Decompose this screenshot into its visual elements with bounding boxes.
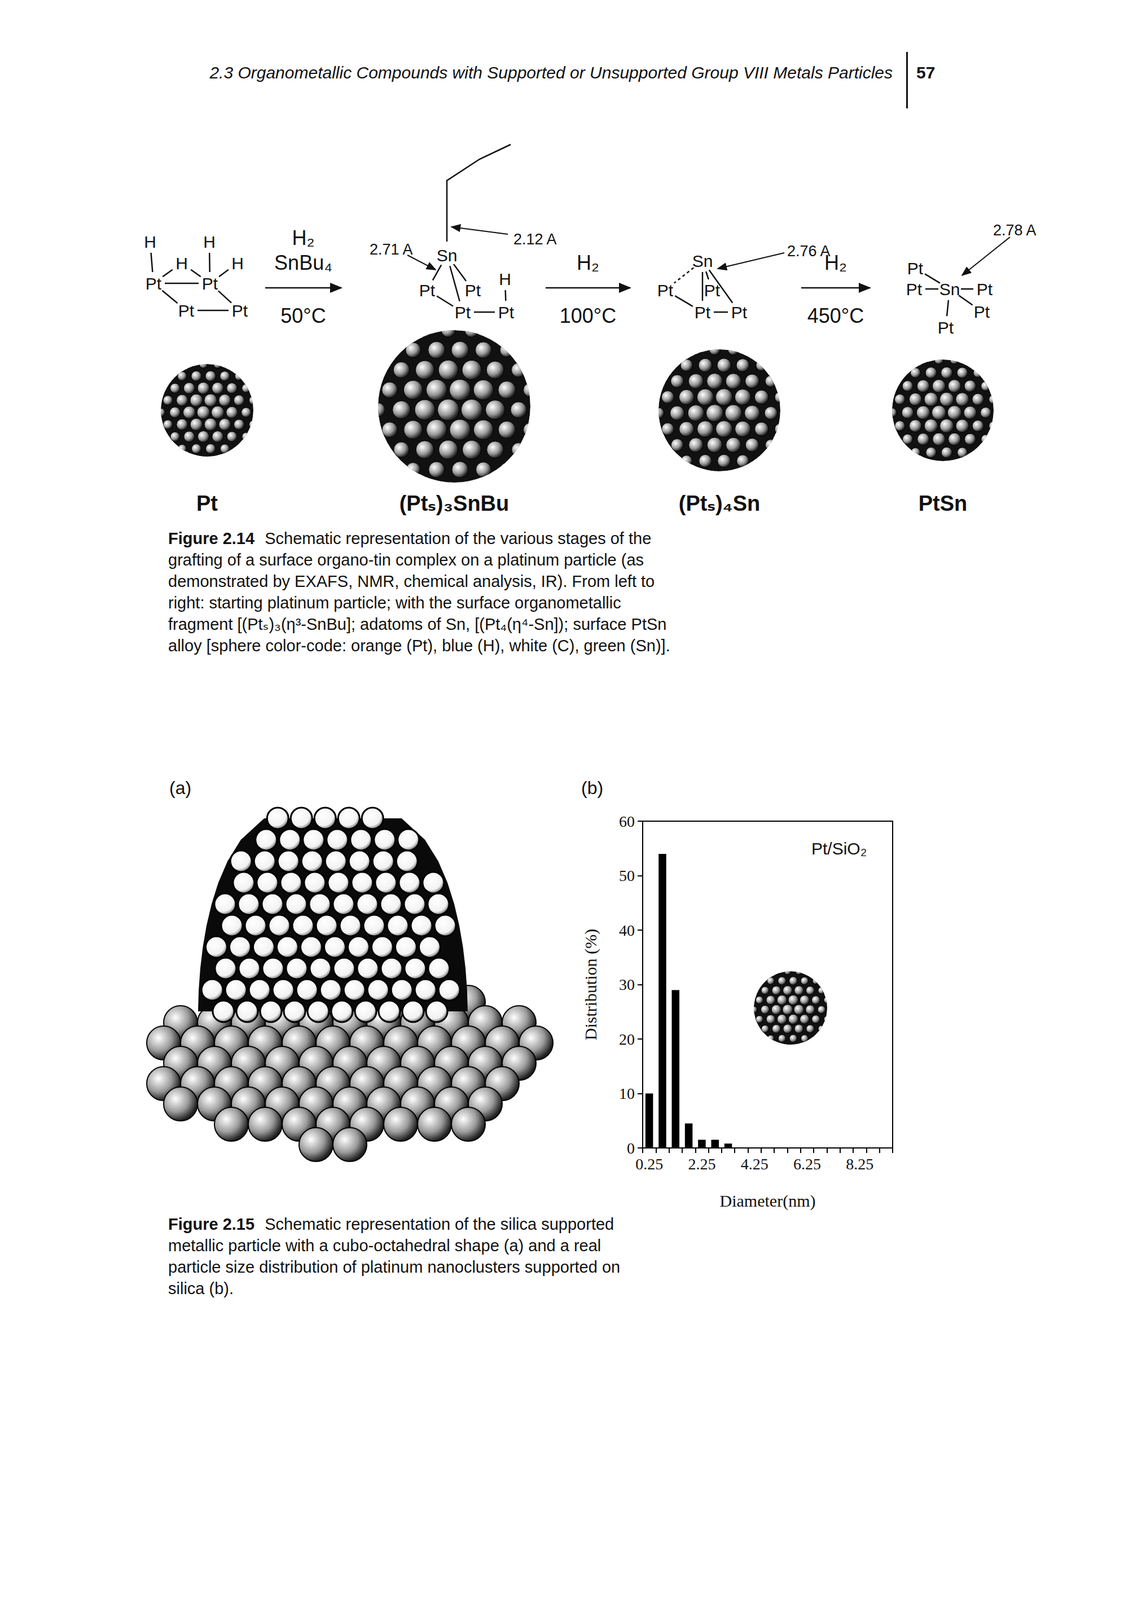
svg-text:Pt: Pt [231, 301, 249, 320]
svg-text:Pt: Pt [906, 279, 923, 299]
svg-text:40: 40 [618, 921, 635, 939]
svg-text:Pt: Pt [178, 301, 195, 320]
html-text:(a): (a) [169, 777, 192, 798]
svg-text:2.71 A: 2.71 A [369, 240, 414, 258]
html-text:57: 57 [916, 63, 936, 82]
svg-text:Sn: Sn [692, 251, 714, 271]
svg-text:10: 10 [618, 1084, 635, 1102]
svg-text:(Ptₛ)₃SnBu: (Ptₛ)₃SnBu [399, 491, 510, 516]
html-text:(b): (b) [581, 777, 604, 798]
svg-text:Pt: Pt [454, 302, 472, 322]
svg-text:2.12 A: 2.12 A [513, 230, 557, 248]
svg-text:50: 50 [618, 866, 635, 885]
svg-text:Sn: Sn [436, 246, 458, 265]
svg-text:100°C: 100°C [559, 304, 617, 328]
html-text:Figure 2.15 Schematic represen: Figure 2.15 Schematic representation of … [168, 1214, 621, 1298]
svg-text:H: H [175, 253, 188, 273]
svg-text:Pt/SiO₂: Pt/SiO₂ [811, 839, 867, 858]
svg-text:SnBu₄: SnBu₄ [274, 251, 333, 275]
svg-text:Pt: Pt [907, 258, 924, 278]
html-text:Figure 2.14 Schematic represen: Figure 2.14 Schematic representation of … [168, 529, 671, 655]
svg-text:Pt: Pt [973, 302, 991, 322]
svg-text:H₂: H₂ [824, 251, 847, 275]
svg-text:8.25: 8.25 [845, 1155, 874, 1173]
svg-text:Pt: Pt [196, 491, 218, 516]
svg-text:H₂: H₂ [292, 226, 315, 250]
svg-text:Pt: Pt [694, 302, 711, 322]
svg-text:H: H [231, 253, 244, 273]
svg-text:Diameter(nm): Diameter(nm) [719, 1191, 816, 1211]
svg-text:0.25: 0.25 [635, 1155, 663, 1173]
svg-text:50°C: 50°C [280, 304, 326, 328]
svg-text:2.76 A: 2.76 A [787, 242, 831, 260]
svg-text:Sn: Sn [939, 279, 961, 299]
svg-text:Pt: Pt [464, 280, 482, 300]
svg-text:H₂: H₂ [576, 251, 600, 275]
svg-text:Pt: Pt [731, 302, 748, 322]
svg-text:H: H [143, 232, 157, 252]
svg-text:20: 20 [618, 1030, 635, 1048]
svg-text:Pt: Pt [976, 279, 994, 299]
svg-text:Pt: Pt [145, 274, 162, 293]
svg-text:Distribution (%): Distribution (%) [581, 928, 601, 1040]
svg-text:PtSn: PtSn [918, 491, 968, 516]
svg-text:450°C: 450°C [807, 304, 864, 328]
svg-text:Pt: Pt [498, 302, 515, 322]
svg-text:30: 30 [618, 975, 635, 994]
svg-text:60: 60 [618, 812, 635, 831]
svg-text:H: H [203, 232, 216, 252]
svg-text:Pt: Pt [657, 280, 674, 300]
svg-text:Pt: Pt [937, 318, 955, 337]
svg-text:Pt: Pt [704, 280, 721, 300]
svg-text:Pt: Pt [419, 280, 436, 300]
html-text:2.3 Organometallic Compounds w: 2.3 Organometallic Compounds with Suppor… [209, 63, 893, 82]
svg-text:(Ptₛ)₄Sn: (Ptₛ)₄Sn [678, 491, 761, 516]
svg-text:H: H [498, 269, 512, 289]
svg-text:2.78 A: 2.78 A [993, 221, 1037, 239]
svg-text:6.25: 6.25 [793, 1155, 821, 1173]
svg-text:4.25: 4.25 [740, 1155, 769, 1173]
svg-text:Pt: Pt [201, 274, 219, 293]
svg-text:0: 0 [626, 1139, 635, 1157]
svg-text:2.25: 2.25 [687, 1155, 716, 1173]
